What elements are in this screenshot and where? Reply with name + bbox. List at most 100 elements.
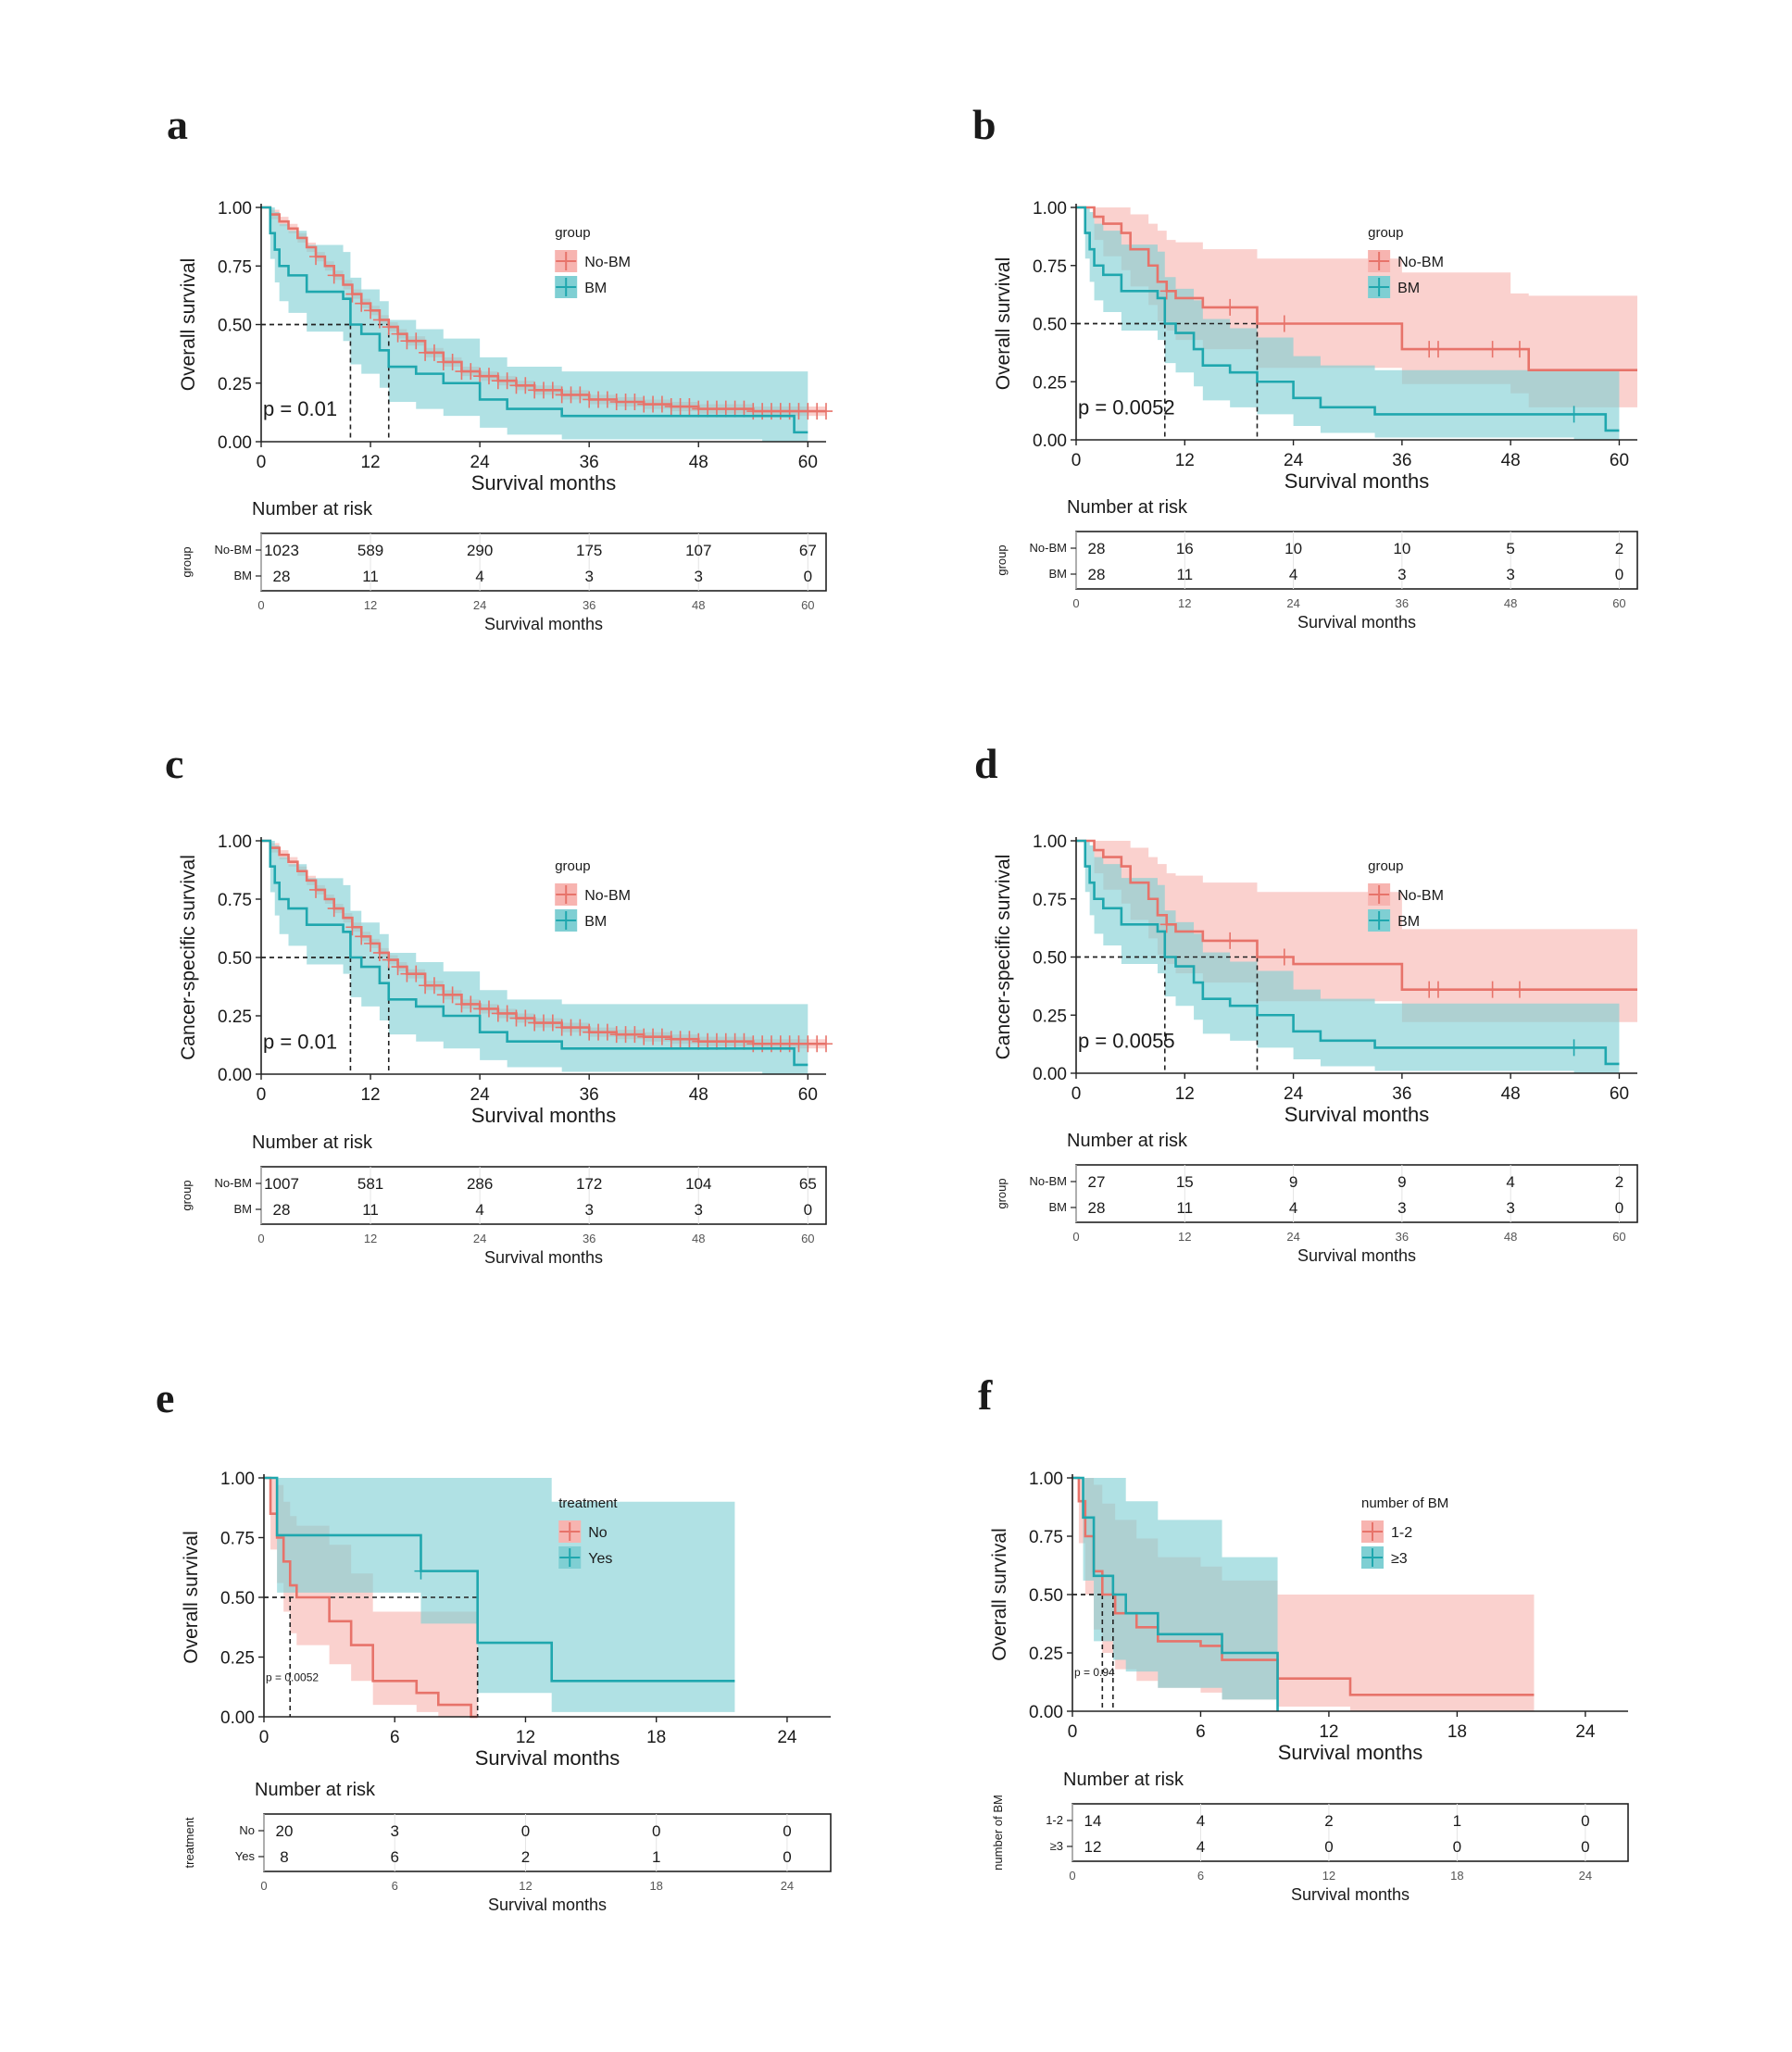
x-tick-label: 12: [1319, 1722, 1338, 1742]
y-tick-label: 0.00: [218, 1066, 252, 1085]
x-tick-label: 36: [1392, 1084, 1411, 1104]
risk-value: 0: [521, 1822, 530, 1840]
risk-value: 4: [1197, 1812, 1205, 1830]
legend-key-symbol: [1362, 1522, 1383, 1541]
x-tick-label: 18: [646, 1728, 666, 1747]
censor-mark: [309, 881, 323, 898]
y-tick-label: 0.25: [1033, 1007, 1067, 1026]
risk-value: 0: [783, 1848, 791, 1866]
risk-x-tick-label: 0: [1072, 1230, 1079, 1244]
y-tick-label: 0.50: [220, 1589, 255, 1608]
risk-value: 28: [1088, 1199, 1106, 1217]
censor-mark: [500, 1005, 514, 1022]
x-tick-label: 24: [470, 453, 491, 472]
p-value: p = 0.01: [263, 1030, 337, 1053]
risk-table-title: Number at risk: [252, 499, 373, 519]
y-tick-label: 0.50: [1033, 316, 1067, 335]
y-axis-label: Cancer-specific survival: [993, 855, 1014, 1060]
risk-value: 8: [280, 1848, 288, 1866]
risk-value: 3: [584, 568, 593, 585]
risk-table: Number at risk No-BM 28 16 10 10 5 2 BM 28 11 4 3 3 0 g…: [995, 497, 1638, 632]
legend-key-symbol: [556, 885, 577, 904]
censor-mark: [573, 1019, 587, 1036]
risk-x-tick-label: 48: [692, 1232, 705, 1245]
risk-table-title: Number at risk: [1067, 1131, 1188, 1151]
censor-mark: [600, 1023, 614, 1041]
ci-band-No-BM: [1076, 207, 1637, 407]
y-tick-label: 0.75: [218, 257, 252, 277]
risk-x-tick-label: 12: [1322, 1869, 1335, 1883]
risk-value: 2: [521, 1848, 530, 1866]
y-tick-label: 0.25: [1033, 373, 1067, 393]
censor-mark: [1512, 981, 1526, 998]
x-tick-label: 0: [259, 1728, 269, 1747]
x-tick-label: 12: [360, 453, 380, 472]
risk-x-tick-label: 60: [1612, 596, 1625, 610]
y-tick-label: 1.00: [1033, 199, 1067, 219]
legend-key-symbol: [1369, 885, 1390, 904]
y-tick-label: 0.75: [218, 891, 252, 910]
censor-mark: [1512, 341, 1526, 358]
risk-table-frame: [1075, 1164, 1638, 1223]
p-value: p = 0.0052: [266, 1670, 319, 1683]
risk-x-tick-label: 48: [692, 598, 705, 612]
risk-value: 290: [467, 542, 493, 559]
panel-b: b0.000.250.500.751.000 12 24 36 48 60Survival…: [972, 101, 1638, 632]
risk-value: 3: [1397, 1199, 1406, 1217]
risk-value: 28: [273, 568, 291, 585]
km-curve-BM: [261, 839, 808, 1067]
legend-label-0: 1-2: [1391, 1525, 1412, 1541]
risk-table-axis-label: group: [180, 546, 194, 577]
risk-value: 4: [1289, 566, 1297, 583]
risk-value: 2: [1324, 1812, 1333, 1830]
y-tick-label: 0.25: [218, 1007, 252, 1027]
censor-mark: [1431, 981, 1445, 998]
y-tick-label: 1.00: [1029, 1470, 1063, 1489]
panel-label: e: [156, 1374, 174, 1421]
censor-mark: [464, 363, 478, 381]
x-tick-label: 12: [1175, 451, 1195, 470]
censor-mark: [345, 919, 359, 936]
confidence-bands: [1076, 841, 1637, 1073]
censor-mark: [545, 382, 559, 399]
y-tick-label: 0.75: [1033, 257, 1067, 277]
x-tick-label: 18: [1447, 1722, 1467, 1742]
risk-value: 4: [1197, 1838, 1205, 1856]
y-tick-label: 0.00: [218, 433, 252, 453]
censor-mark: [482, 1000, 495, 1018]
x-tick-label: 60: [798, 1085, 818, 1105]
y-tick-label: 0.50: [218, 317, 252, 336]
censor-mark: [345, 285, 359, 303]
km-curve-≥3: [1072, 1476, 1279, 1711]
censor-mark: [820, 403, 833, 420]
y-tick-label: 0.50: [218, 949, 252, 969]
risk-table: Number at risk No 20 3 0 0 0 Yes 8 6 2 1 0 treatment 0…: [182, 1780, 832, 1914]
legend-title: group: [555, 858, 590, 874]
risk-table: Number at risk No-BM 1023 589 290 175 107 67 BM 2…: [180, 499, 827, 633]
censor-mark: [1223, 298, 1237, 316]
risk-row-name: No-BM: [1030, 1174, 1067, 1188]
legend: group No-BM BM: [555, 858, 631, 932]
censor-mark: [327, 267, 341, 284]
risk-value: 15: [1176, 1173, 1194, 1191]
panel-label: a: [167, 101, 188, 148]
risk-value: 9: [1289, 1173, 1297, 1191]
y-tick-label: 0.75: [1033, 891, 1067, 910]
risk-table-title: Number at risk: [255, 1780, 376, 1800]
censor-mark: [628, 393, 642, 410]
confidence-bands: [264, 1478, 735, 1717]
risk-x-tick-label: 24: [781, 1879, 794, 1893]
x-tick-label: 12: [360, 1085, 380, 1105]
censor-mark: [364, 934, 378, 952]
censor-mark: [391, 958, 405, 976]
y-tick-label: 0.75: [1029, 1528, 1063, 1547]
risk-value: 0: [1453, 1838, 1461, 1856]
x-axis-label: Survival months: [475, 1746, 620, 1770]
risk-table-frame: [260, 1166, 827, 1225]
risk-value: 0: [1581, 1838, 1589, 1856]
risk-table-axis-label: group: [180, 1180, 194, 1210]
risk-value: 175: [576, 542, 602, 559]
risk-x-tick-label: 18: [1450, 1869, 1463, 1883]
risk-value: 4: [1506, 1173, 1514, 1191]
